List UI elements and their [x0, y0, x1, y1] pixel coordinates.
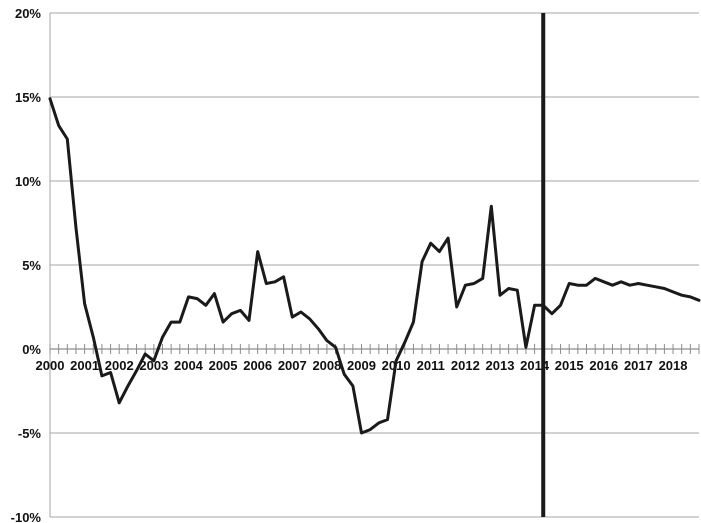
- y-tick-label: 5%: [22, 258, 41, 273]
- y-tick-label: 20%: [15, 6, 41, 21]
- y-tick-label: 10%: [15, 174, 41, 189]
- x-tick-label: 2001: [70, 358, 99, 373]
- y-tick-label: -5%: [18, 426, 42, 441]
- y-tick-label: 15%: [15, 90, 41, 105]
- y-tick-label: -10%: [11, 510, 42, 523]
- series-line: [48, 97, 701, 435]
- x-tick-label: 2011: [417, 358, 445, 373]
- x-tick-label: 2006: [243, 358, 272, 373]
- y-tick-label: 0%: [22, 342, 41, 357]
- gridlines: [49, 12, 700, 518]
- x-tick-label: 2003: [139, 358, 168, 373]
- x-tick-label: 2017: [624, 358, 653, 373]
- x-tick-label: 2005: [209, 358, 238, 373]
- x-axis-tick-labels: 2000 2001 2002 2003 2004 2005 2006 2007 2008 2009…: [36, 358, 688, 373]
- x-tick-label: 2008: [312, 358, 341, 373]
- x-tick-label: 2009: [347, 358, 376, 373]
- x-tick-label: 2018: [659, 358, 688, 373]
- x-tick-label: 2016: [589, 358, 618, 373]
- x-tick-label: 2004: [174, 358, 204, 373]
- x-tick-label: 2012: [451, 358, 480, 373]
- y-axis-tick-labels: 20% 15% 10% 5% 0% -5% -10%: [11, 6, 42, 523]
- x-tick-label: 2002: [105, 358, 134, 373]
- x-tick-label: 2007: [278, 358, 307, 373]
- x-tick-label: 2013: [486, 358, 515, 373]
- x-tick-label: 2000: [36, 358, 65, 373]
- series-layer: [48, 97, 701, 435]
- x-tick-label: 2014: [520, 358, 550, 373]
- x-tick-label: 2015: [555, 358, 584, 373]
